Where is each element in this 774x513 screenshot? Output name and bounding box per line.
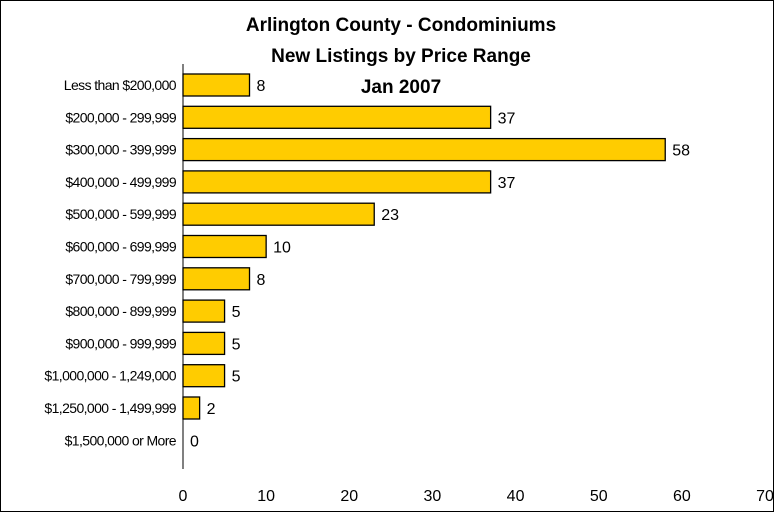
- chart-title-line-3: Jan 2007: [361, 77, 441, 98]
- bar-1-000-000-1-249-000: [182, 364, 226, 388]
- category-label-1-000-000-1-249-000: $1,000,000 - 1,249,000: [44, 368, 176, 384]
- bar-200-000-299-999: [182, 105, 492, 129]
- value-label-700-000-799-999: 8: [257, 272, 266, 289]
- category-label-900-000-999-999: $900,000 - 999,999: [65, 335, 176, 351]
- value-label-1-500-000-or-more: 0: [190, 433, 199, 450]
- bars: Less than $200,000 8 $200,000 - 299,999 37 $…: [44, 73, 690, 450]
- value-label-900-000-999-999: 5: [232, 336, 241, 353]
- bar-400-000-499-999: [182, 170, 492, 194]
- bar-less-than-200-000: [182, 73, 251, 97]
- category-label-less-than-200-000: Less than $200,000: [64, 77, 177, 93]
- bar-300-000-399-999: [182, 137, 666, 162]
- bar-600-000-699-999: [182, 234, 267, 259]
- value-label-600-000-699-999: 10: [273, 240, 291, 257]
- category-label-300-000-399-999: $300,000 - 399,999: [65, 142, 176, 158]
- x-tick-label-70: 70: [756, 488, 774, 505]
- value-label-1-000-000-1-249-000: 5: [232, 369, 241, 386]
- x-tick-label-50: 50: [590, 488, 608, 505]
- bar-500-000-599-999: [182, 202, 375, 226]
- category-label-400-000-499-999: $400,000 - 499,999: [65, 174, 176, 190]
- x-tick-label-0: 0: [179, 488, 188, 505]
- category-label-800-000-899-999: $800,000 - 899,999: [65, 303, 176, 319]
- value-label-400-000-499-999: 37: [498, 175, 516, 192]
- value-label-300-000-399-999: 58: [672, 143, 690, 160]
- value-label-less-than-200-000: 8: [257, 78, 266, 95]
- x-tick-label-60: 60: [673, 488, 691, 505]
- bar-1-250-000-1-499-999: [182, 396, 201, 420]
- category-label-1-250-000-1-499-999: $1,250,000 - 1,499,999: [44, 400, 176, 416]
- bar-700-000-799-999: [182, 267, 251, 291]
- value-label-500-000-599-999: 23: [381, 207, 399, 224]
- category-label-500-000-599-999: $500,000 - 599,999: [65, 206, 176, 222]
- bar-900-000-999-999: [182, 331, 226, 356]
- x-tick-label-20: 20: [340, 488, 358, 505]
- chart-title-line-2: New Listings by Price Range: [271, 46, 531, 67]
- chart-title: Arlington County - Condominiums New List…: [246, 15, 556, 98]
- value-label-200-000-299-999: 37: [498, 110, 516, 127]
- category-label-1-500-000-or-more: $1,500,000 or More: [65, 432, 177, 448]
- x-tick-label-10: 10: [257, 488, 275, 505]
- bar-800-000-899-999: [182, 299, 226, 323]
- x-tick-label-40: 40: [507, 488, 525, 505]
- category-label-600-000-699-999: $600,000 - 699,999: [65, 239, 176, 255]
- x-tick-label-30: 30: [424, 488, 442, 505]
- category-label-700-000-799-999: $700,000 - 799,999: [65, 271, 176, 287]
- value-label-1-250-000-1-499-999: 2: [207, 401, 216, 418]
- category-label-200-000-299-999: $200,000 - 299,999: [65, 109, 176, 125]
- value-label-800-000-899-999: 5: [232, 304, 241, 321]
- axes: 0 10 20 30 40 50 60 70: [179, 64, 774, 505]
- chart-title-line-1: Arlington County - Condominiums: [246, 15, 556, 36]
